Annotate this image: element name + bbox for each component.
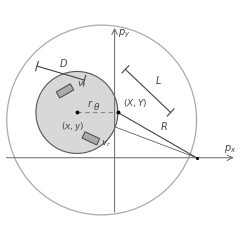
Text: $v_l$: $v_l$ — [77, 80, 86, 90]
Text: $\theta$: $\theta$ — [93, 101, 100, 112]
Text: $D$: $D$ — [59, 57, 68, 69]
Text: $L$: $L$ — [155, 74, 161, 86]
Text: $v_r$: $v_r$ — [101, 139, 111, 149]
Text: $r$: $r$ — [87, 98, 93, 109]
Circle shape — [36, 72, 118, 153]
Text: $(x,y)$: $(x,y)$ — [61, 120, 84, 133]
Polygon shape — [56, 84, 74, 98]
Text: $(X,Y)$: $(X,Y)$ — [123, 97, 148, 109]
Text: $p_x$: $p_x$ — [224, 143, 236, 155]
Polygon shape — [82, 132, 100, 145]
Text: $p_y$: $p_y$ — [118, 27, 130, 40]
Text: $R$: $R$ — [160, 120, 168, 132]
